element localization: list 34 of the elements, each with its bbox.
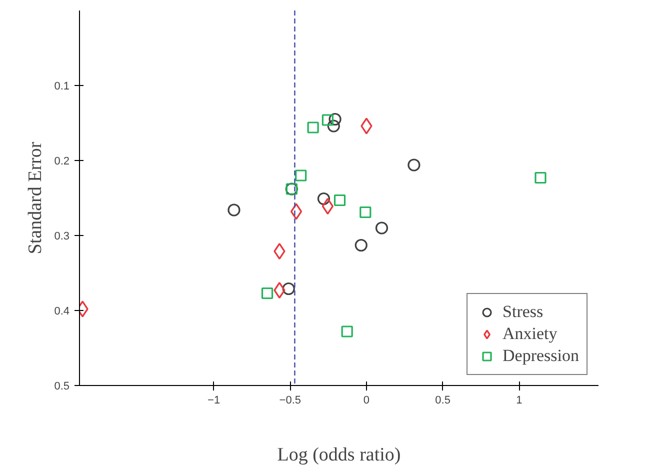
x-tick-label: 1: [516, 394, 522, 406]
point: [408, 158, 420, 172]
point: [228, 204, 240, 216]
point: [334, 194, 346, 206]
y-tick-label: 0.2: [54, 156, 70, 168]
point: [341, 326, 353, 338]
y-tick-label: 0.4: [54, 306, 70, 318]
legend-label: Stress: [502, 302, 544, 322]
x-tick-label: 0.5: [435, 394, 450, 406]
x-axis-title: Log (odds ratio): [277, 444, 401, 466]
x-tick-label: 0: [363, 394, 370, 406]
point: [534, 172, 546, 184]
point: [282, 282, 295, 296]
legend-label: Depression: [502, 346, 579, 366]
point: [328, 112, 342, 126]
point: [295, 170, 307, 182]
point: [261, 287, 274, 300]
legend-label: Anxiety: [502, 324, 558, 344]
point: [360, 206, 372, 218]
point: [354, 238, 368, 252]
point: [360, 118, 372, 134]
y-axis-title: Standard Error: [25, 141, 46, 254]
point: [307, 122, 319, 134]
y-tick-label: 0.3: [54, 230, 70, 242]
y-tick-label: 0.1: [54, 80, 70, 92]
point: [290, 203, 302, 220]
x-tick-label: −0.5: [279, 394, 302, 406]
point: [327, 120, 340, 132]
x-tick-label: −1: [208, 394, 220, 406]
point: [317, 192, 330, 206]
point: [375, 222, 388, 234]
point: [322, 114, 334, 126]
point: [322, 198, 334, 215]
y-tick-label: 0.5: [54, 380, 70, 392]
